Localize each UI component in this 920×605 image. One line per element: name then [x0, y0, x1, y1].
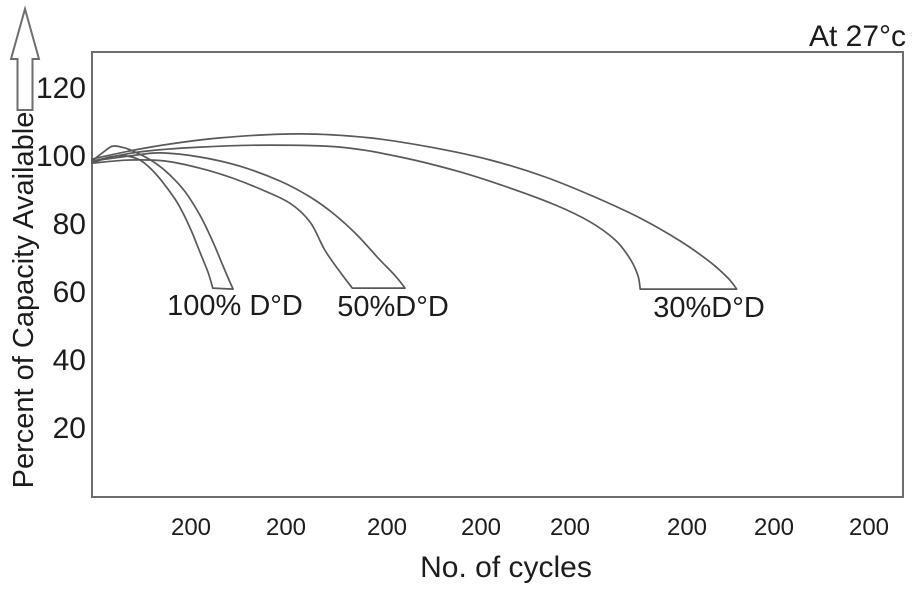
band-label-2: 50%D°D [337, 291, 449, 323]
band-label-3: 30%D°D [653, 292, 765, 324]
x-axis-title: No. of cycles [420, 551, 592, 584]
band-curve-2 [91, 152, 406, 289]
band-curve-3 [91, 133, 738, 290]
x-tick-label: 200 [549, 514, 591, 541]
x-tick-label: 200 [366, 514, 408, 541]
x-tick-label: 200 [666, 514, 708, 541]
temperature-annotation: At 27°c [808, 20, 906, 53]
y-tick-label: 60 [52, 276, 86, 310]
y-tick-label: 20 [52, 412, 86, 446]
x-tick-label: 200 [753, 514, 795, 541]
x-tick-label: 200 [265, 514, 307, 541]
band-label-1: 100% D°D [167, 290, 303, 322]
plot-border [91, 51, 904, 498]
x-tick-label: 200 [460, 514, 502, 541]
y-tick-label: 40 [52, 344, 86, 378]
y-tick-label: 100 [35, 140, 86, 174]
x-tick-label: 200 [848, 514, 890, 541]
y-tick-label: 80 [52, 208, 86, 242]
y-tick-label: 120 [35, 72, 86, 106]
up-arrow-icon [9, 5, 41, 111]
x-tick-label: 200 [170, 514, 212, 541]
band-curve-1 [91, 145, 234, 290]
